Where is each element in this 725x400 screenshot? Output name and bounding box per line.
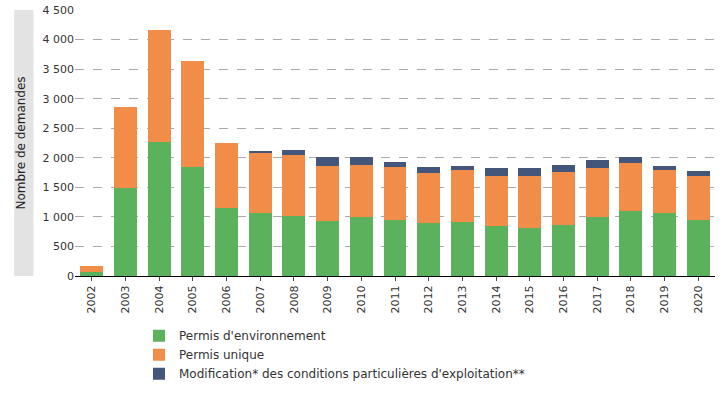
svg-text:3 500: 3 500 [43,63,75,76]
svg-text:2010: 2010 [355,285,368,313]
svg-text:1 000: 1 000 [43,211,75,224]
svg-text:2003: 2003 [119,285,132,313]
svg-text:2 000: 2 000 [43,152,75,165]
svg-text:2017: 2017 [591,285,604,313]
svg-text:2002: 2002 [85,285,98,313]
svg-text:2013: 2013 [456,285,469,313]
svg-text:2006: 2006 [220,285,233,313]
svg-text:2012: 2012 [422,285,435,313]
svg-text:4 500: 4 500 [43,4,75,17]
svg-text:2004: 2004 [153,285,166,313]
svg-text:4 000: 4 000 [43,33,75,46]
svg-text:2014: 2014 [490,285,503,313]
svg-text:2005: 2005 [186,285,199,313]
svg-text:500: 500 [53,240,74,253]
svg-text:3 000: 3 000 [43,93,75,106]
svg-text:Permis d'environnement: Permis d'environnement [179,329,326,343]
svg-text:2008: 2008 [288,285,301,313]
svg-text:2018: 2018 [624,285,637,313]
svg-text:Modification* des conditions p: Modification* des conditions particulièr… [179,367,525,381]
svg-text:2016: 2016 [557,285,570,313]
svg-text:2020: 2020 [692,285,705,313]
svg-text:Nombre de demandes: Nombre de demandes [14,76,28,209]
svg-text:2011: 2011 [389,285,402,313]
svg-text:2009: 2009 [321,285,334,313]
svg-text:2019: 2019 [658,285,671,313]
svg-text:2 500: 2 500 [43,122,75,135]
svg-text:Permis unique: Permis unique [179,348,264,362]
svg-text:1 500: 1 500 [43,181,75,194]
svg-text:2007: 2007 [254,285,267,313]
svg-text:0: 0 [67,270,74,283]
svg-text:2015: 2015 [523,285,536,313]
